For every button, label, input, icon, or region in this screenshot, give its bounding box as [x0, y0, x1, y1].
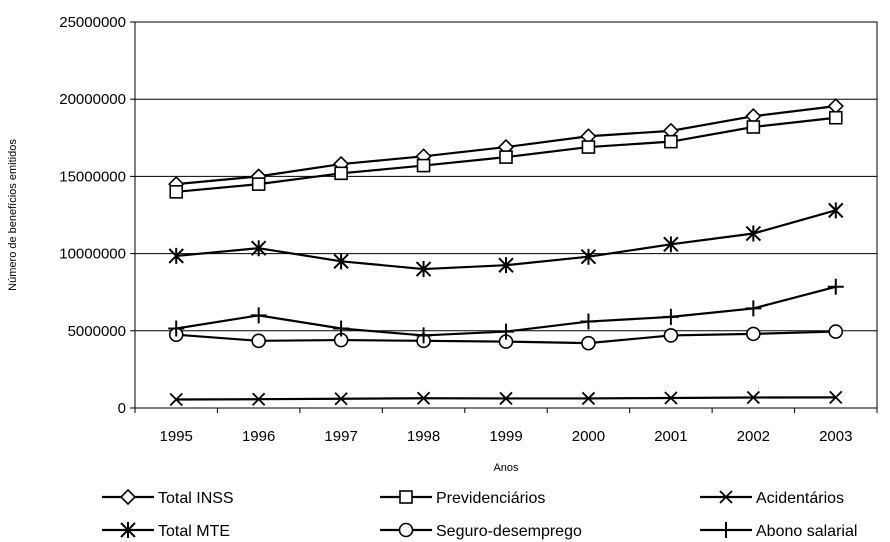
gridlines: [135, 98, 877, 332]
legend-label: Total MTE: [158, 523, 230, 540]
series-layer: [168, 98, 844, 407]
legend-label: Total INSS: [158, 490, 234, 507]
legend-marker: [719, 490, 733, 504]
legend-item: Total INSS: [102, 488, 234, 507]
data-point: [168, 320, 185, 337]
data-point: [416, 391, 431, 405]
data-point: [746, 120, 761, 134]
data-point: [746, 326, 761, 342]
data-point: [663, 328, 679, 343]
y-axis-label: Número de benefícios emitidos: [7, 139, 19, 291]
legend-item: Total MTE: [102, 522, 230, 540]
y-tick-label: 5000000: [68, 323, 126, 340]
x-tick-label: 2000: [572, 428, 605, 445]
x-tick-label: 2001: [654, 428, 687, 445]
data-point: [252, 392, 266, 406]
y-tick-label: 20000000: [59, 91, 126, 108]
data-point: [662, 308, 679, 325]
data-point: [250, 307, 267, 324]
data-point: [828, 324, 844, 339]
legend-marker: [718, 522, 734, 538]
series-previdenci-rios: [169, 110, 843, 199]
y-tick-label: 0: [118, 400, 126, 417]
data-point: [499, 391, 513, 406]
data-point: [251, 333, 266, 349]
legend-item: Seguro-desemprego: [380, 522, 582, 540]
series-total-inss: [168, 98, 844, 193]
data-point: [415, 327, 432, 344]
legend-marker: [120, 522, 136, 538]
data-point: [664, 391, 678, 405]
legend-label: Abono salarial: [756, 523, 857, 540]
data-point: [251, 177, 266, 191]
data-point: [664, 134, 678, 149]
data-point: [169, 392, 183, 407]
data-point: [581, 335, 596, 351]
x-tick-label: 1995: [160, 428, 193, 445]
data-point: [169, 185, 184, 199]
legend-marker: [399, 490, 413, 504]
data-point: [580, 313, 597, 330]
data-point: [745, 300, 762, 317]
legend-label: Previdenciários: [436, 490, 545, 507]
data-point: [828, 202, 844, 219]
data-point: [745, 225, 762, 242]
data-point: [581, 391, 596, 406]
data-point: [168, 247, 184, 264]
series-seguro-desemprego: [168, 324, 844, 351]
data-point: [416, 158, 431, 173]
legend-marker: [398, 522, 414, 538]
x-axis-ticks: 1995 1996 1997 1998 1999 2000 2001 2002 2003: [134, 408, 878, 445]
x-tick-label: 1998: [407, 428, 440, 445]
plot-area: [134, 21, 878, 409]
data-point: [581, 140, 596, 154]
x-axis-label: Anos: [493, 462, 519, 474]
data-point: [580, 248, 597, 265]
data-point: [746, 390, 760, 405]
y-axis-ticks: 0 5000000 10000000 15000000 20000000 25000000: [59, 14, 135, 417]
data-point: [828, 110, 843, 125]
data-point: [499, 150, 513, 164]
data-point: [498, 323, 514, 340]
y-tick-label: 25000000: [59, 14, 126, 31]
data-point: [333, 253, 349, 270]
data-point: [663, 236, 679, 253]
data-point: [829, 390, 843, 404]
data-point: [250, 240, 267, 257]
legend-label: Acidentários: [756, 490, 844, 507]
x-tick-label: 2003: [819, 428, 852, 445]
x-tick-label: 2002: [737, 428, 770, 445]
x-tick-label: 1997: [324, 428, 357, 445]
y-tick-label: 10000000: [59, 246, 126, 263]
x-tick-label: 1999: [489, 428, 522, 445]
y-tick-label: 15000000: [59, 168, 126, 185]
data-point: [415, 261, 432, 278]
legend-item: Abono salarial: [700, 522, 857, 540]
legend-marker: [119, 488, 137, 506]
series-abono-salarial: [168, 278, 844, 344]
data-point: [334, 166, 348, 181]
legend-item: Acidentários: [700, 490, 844, 507]
x-tick-label: 1996: [242, 428, 275, 445]
data-point: [827, 278, 844, 295]
legend: Total INSS Previdenciários Acidentários Tot…: [102, 488, 857, 540]
data-point: [333, 320, 350, 337]
legend-label: Seguro-desemprego: [436, 523, 582, 540]
legend-item: Previdenciários: [380, 490, 545, 507]
series-total-mte: [168, 202, 844, 278]
series-acident-rios: [169, 390, 843, 407]
data-point: [498, 257, 514, 274]
data-point: [334, 392, 348, 406]
